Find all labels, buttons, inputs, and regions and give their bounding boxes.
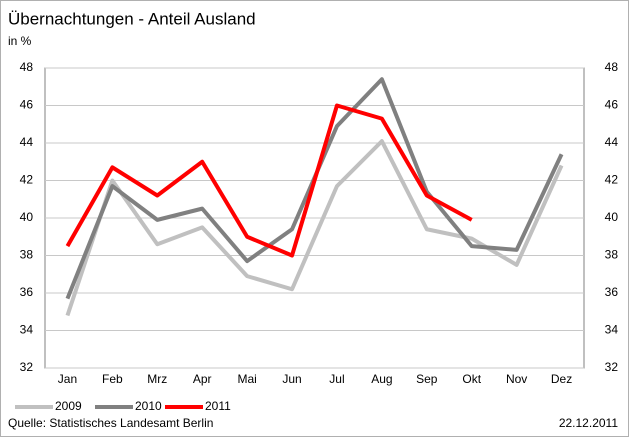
x-tick-label: Mrz — [147, 372, 167, 386]
x-tick-label: Jan — [58, 372, 77, 386]
legend-label: 2011 — [205, 399, 231, 413]
y2-tick-label: 32 — [605, 360, 619, 374]
y-tick-label: 36 — [20, 285, 34, 299]
series-line — [65, 139, 564, 317]
x-tick-label: Mai — [237, 372, 256, 386]
y-tick-label: 44 — [20, 135, 34, 149]
x-tick-label: Nov — [506, 372, 527, 386]
y-tick-label: 40 — [20, 210, 34, 224]
x-tick-label: Sep — [416, 372, 438, 386]
y-tick-label: 34 — [20, 323, 34, 337]
y-tick-label: 32 — [20, 360, 34, 374]
x-tick-label: Jun — [282, 372, 301, 386]
y2-tick-label: 34 — [605, 323, 619, 337]
y2-tick-label: 44 — [605, 135, 619, 149]
y-tick-label: 38 — [20, 248, 34, 262]
y2-tick-label: 42 — [605, 173, 619, 187]
y-tick-label: 46 — [20, 98, 34, 112]
legend-label: 2010 — [135, 399, 162, 413]
series-line — [65, 103, 473, 258]
x-tick-label: Jul — [329, 372, 344, 386]
chart-title: Übernachtungen - Anteil Ausland — [8, 9, 256, 28]
legend-label: 2009 — [55, 399, 82, 413]
x-tick-label: Feb — [102, 372, 123, 386]
y-axis-label: in % — [8, 34, 32, 48]
x-tick-label: Dez — [551, 372, 572, 386]
y2-tick-label: 40 — [605, 210, 619, 224]
source: Quelle: Statistisches Landesamt Berlin — [8, 416, 213, 430]
y2-tick-label: 48 — [605, 60, 619, 74]
y2-tick-label: 38 — [605, 248, 619, 262]
date: 22.12.2011 — [559, 416, 618, 430]
y2-tick-label: 36 — [605, 285, 619, 299]
y-tick-label: 42 — [20, 173, 34, 187]
x-tick-label: Apr — [193, 372, 212, 386]
x-tick-label: Aug — [371, 372, 392, 386]
y2-tick-label: 46 — [605, 98, 619, 112]
y-tick-label: 48 — [20, 60, 34, 74]
x-tick-label: Okt — [462, 372, 481, 386]
